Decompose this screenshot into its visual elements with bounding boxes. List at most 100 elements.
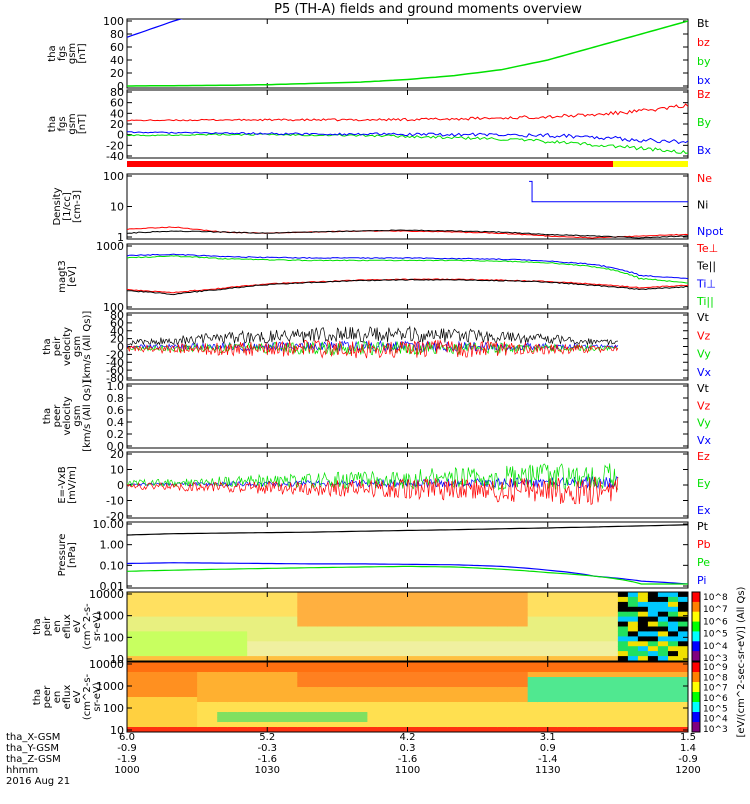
spectro-cell [147,672,158,678]
spectro-cell [668,636,679,642]
spectro-cell [517,697,529,703]
spectro-cell [307,616,318,623]
spectro-cell [387,626,399,632]
spectro-cell [307,592,318,598]
spectro-cell [497,601,509,608]
spectro-cell [157,631,168,637]
spectro-cell [557,611,569,618]
spectro-cell [197,692,208,698]
spectro-cell [237,606,248,613]
spectro-cell [207,702,218,708]
spectro-cell [657,606,669,613]
spectro-cell [147,722,158,728]
spectro-cell [437,611,449,618]
spectro-cell [678,717,688,723]
colorbar-peer [691,661,701,733]
spectro-cell [197,596,208,603]
spectro-cell [427,712,439,718]
panel-frame-fgs-comp [126,89,689,159]
spectro-cell [668,596,679,603]
spectro-cell [257,592,268,598]
spectro-cell [597,697,609,703]
spectro-cell [197,707,208,713]
spectro-cell [607,687,619,693]
spectro-cell [167,722,178,728]
spectro-cell [157,596,168,603]
spectro-cell [147,651,158,657]
spectro-cell [377,662,388,668]
spectro-cell [387,606,399,613]
spectro-cell [197,641,208,647]
spectro-cell [227,616,238,623]
spectro-cell [577,702,589,708]
spectro-cell [427,722,439,728]
spectro-cell [477,682,489,688]
spectro-cell [517,682,529,688]
spectro-cell [487,616,499,623]
spectro-cell [257,717,268,723]
y-tick-label: 10 [110,201,124,214]
spectro-cell [267,651,278,657]
spectro-cell [267,606,278,613]
spectro-cell [337,692,348,698]
spectro-cell [247,682,258,688]
spectro-cell [377,702,388,708]
spectro-cell [157,636,168,642]
spectro-cell [167,596,178,603]
spectro-cell [167,667,178,673]
spectro-cell [487,592,499,598]
spectro-cell [607,712,619,718]
spectro-cell [517,631,529,637]
spectro-cell [267,702,278,708]
spectro-cell [487,687,499,693]
spectro-cell [137,596,148,603]
spectro-cell [127,631,138,637]
spectro-cell [527,641,539,647]
spectro-cell [517,641,529,647]
spectro-cell [287,707,298,713]
spectro-cell [307,682,318,688]
spectro-cell [567,682,579,688]
legend-entry: Pi [697,574,706,587]
spectro-cell [317,702,328,708]
spectro-cell [427,616,439,623]
colorbar-band [692,682,700,693]
spectro-cell [477,667,489,673]
spectro-cell [517,687,529,693]
spectro-cell [527,662,539,668]
spectro-cell [467,667,479,673]
y-tick-label: 1000 [96,240,124,253]
spectro-cell [357,641,368,647]
spectro-cell [668,682,679,688]
figure-title: P5 (TH-A) fields and ground moments over… [274,2,582,17]
spectro-cell [197,727,208,732]
spectro-cell [557,677,569,683]
spectro-cell [547,702,559,708]
spectro-cell [607,631,619,637]
spectro-cell [427,606,439,613]
spectro-cell [247,722,258,728]
spectro-cell [207,651,218,657]
spectro-cell [157,687,168,693]
spectro-cell [457,601,469,608]
spectro-cell [457,606,469,613]
spectro-cell [567,641,579,647]
spectro-cell [357,636,368,642]
spectro-cell [487,667,499,673]
x-tick-label: 1.4 [680,743,696,754]
spectro-cell [487,712,499,718]
spectro-cell [517,621,529,628]
spectro-cell [567,707,579,713]
spectro-cell [587,606,599,613]
spectro-cell [377,601,388,608]
spectro-cell [617,636,629,642]
spectro-cell [347,636,358,642]
spectro-cell [287,601,298,608]
spectro-cell [167,606,178,613]
spectro-cell [427,651,439,657]
spectro-cell [607,636,619,642]
spectro-cell [287,667,298,673]
spectro-cell [137,626,148,632]
spectro-cell [127,601,138,608]
spectro-cell [337,601,348,608]
